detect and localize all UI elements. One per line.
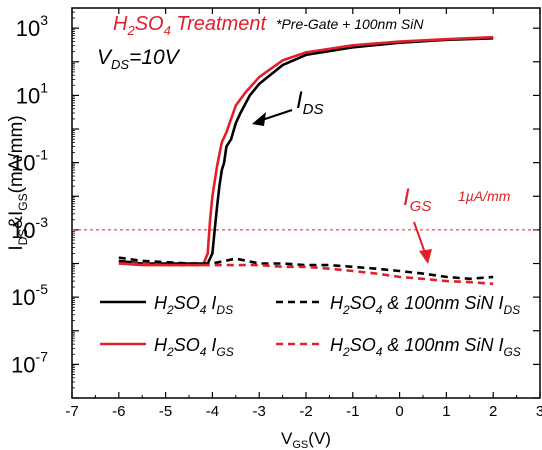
chart-subtitle: *Pre-Gate + 100nm SiN (276, 16, 424, 32)
ids-arrowhead (252, 112, 266, 126)
ref-line-label: 1µA/mm (458, 188, 511, 204)
series-line-2 (118, 256, 494, 281)
x-tick-label: 1 (442, 403, 450, 420)
legend-label-1: H2SO4 & 100nm SiN IDS (330, 293, 520, 317)
y-tick-label: 10-5 (11, 281, 48, 310)
x-tick-label: -5 (159, 403, 172, 420)
y-axis-label: IDS&IGS(mA/mm) (6, 115, 30, 250)
series-line-0 (118, 37, 494, 265)
y-tick-label: 101 (16, 79, 48, 108)
x-tick-label: -2 (299, 403, 312, 420)
y-tick-label: 10-3 (11, 214, 48, 243)
y-tick-label: 103 (16, 12, 48, 41)
ids-arrow (261, 109, 293, 121)
x-tick-label: 3 (536, 403, 542, 420)
x-tick-label: -4 (206, 403, 219, 420)
legend-label-0: H2SO4 IDS (154, 293, 233, 317)
y-tick-label: 10-7 (11, 348, 48, 377)
y-tick-label: 10-1 (11, 147, 48, 176)
legend-label-2: H2SO4 IGS (154, 335, 234, 359)
x-axis-label: VGS(V) (281, 429, 331, 450)
x-tick-label: 2 (489, 403, 497, 420)
series-line-1 (118, 35, 494, 267)
x-tick-label: 0 (395, 403, 403, 420)
igs-arrowhead (419, 249, 432, 264)
chart-title: H2SO4 Treatment (113, 13, 267, 38)
x-tick-label: -7 (65, 403, 78, 420)
igs-label: IGS (403, 184, 431, 215)
series-line-3 (118, 262, 494, 286)
vds-annotation: VDS=10V (97, 46, 181, 72)
x-tick-label: -3 (253, 403, 266, 420)
plot-layer: -7 -6 -5 -4 -3 -2 -1 0 1 2 3 103 101 10-1 10-3 10-5 10-7… (6, 7, 542, 450)
x-tick-label: -6 (112, 403, 125, 420)
x-tick-label: -1 (346, 403, 359, 420)
legend-label-3: H2SO4 & 100nm SiN IGS (330, 335, 521, 359)
igs-arrow (413, 221, 426, 254)
ids-label: IDS (296, 87, 324, 118)
